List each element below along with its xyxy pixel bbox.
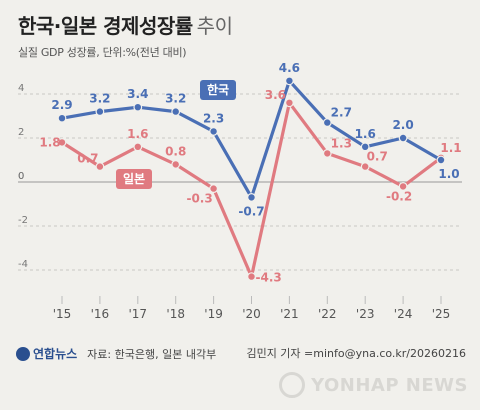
korea-data-label: 3.2 — [89, 92, 110, 106]
x-tick-label: '20 — [242, 307, 261, 321]
japan-data-label: 0.7 — [77, 152, 98, 166]
korea-point — [322, 118, 332, 127]
korea-point — [95, 107, 105, 116]
korea-point — [285, 76, 294, 86]
korea-point — [209, 126, 219, 136]
watermark-icon — [279, 372, 306, 398]
logo-text: 연합뉴스 — [33, 347, 78, 361]
korea-point — [360, 142, 370, 152]
x-tick-label: '24 — [394, 307, 413, 321]
x-tick-label: '21 — [280, 307, 299, 321]
korea-legend-badge — [200, 80, 236, 100]
japan-point — [247, 272, 256, 282]
japan-data-label: 1.3 — [331, 136, 352, 150]
y-tick-label: 4 — [18, 83, 24, 94]
source-text: 자료: 한국은행, 일본 내각부 — [87, 347, 217, 361]
korea-data-label: 4.6 — [279, 61, 300, 75]
watermark: YONHAP NEWS — [279, 372, 468, 398]
japan-point — [360, 162, 370, 172]
title-suffix: 추이 — [196, 14, 233, 38]
japan-line — [61, 101, 442, 279]
footer-credit: 김민지 기자 =minfo@yna.co.kr/20260216 — [246, 347, 466, 360]
yonhap-logo: 연합뉴스 — [16, 345, 77, 362]
x-tick-label: '19 — [204, 307, 223, 321]
japan-point — [133, 142, 143, 152]
x-tick-label: '16 — [91, 307, 110, 321]
japan-data-label: 0.8 — [165, 144, 186, 158]
japan-data-label: 0.7 — [367, 150, 388, 164]
korea-legend-label: 한국 — [207, 82, 229, 97]
japan-data-label: -0.2 — [386, 189, 412, 203]
japan-point — [398, 181, 408, 191]
chart-subtitle: 실질 GDP 성장률, 단위:%(전년 대비) — [18, 46, 187, 59]
japan-data-label: 1.6 — [127, 127, 148, 141]
japan-data-label: -0.3 — [186, 192, 212, 206]
yonhap-logo-icon — [16, 346, 30, 361]
japan-data-label: 1.1 — [440, 141, 461, 155]
japan-point — [57, 137, 67, 147]
korea-data-label: 1.6 — [355, 127, 376, 141]
japan-point — [285, 98, 294, 108]
japan-data-label: 1.8 — [39, 135, 60, 149]
korea-data-label: 3.2 — [165, 92, 186, 106]
korea-point — [247, 192, 256, 202]
chart-title: 한국·일본 경제성장률 추이 — [18, 10, 233, 39]
y-tick-label: 0 — [18, 171, 24, 182]
korea-point — [57, 113, 67, 123]
korea-data-label: -0.7 — [238, 204, 264, 218]
y-tick-label: -4 — [18, 259, 28, 270]
y-tick-label: 2 — [18, 127, 24, 138]
footer-source: 연합뉴스 자료: 한국은행, 일본 내각부 — [16, 345, 216, 362]
korea-point — [171, 107, 181, 116]
japan-legend-badge — [116, 169, 152, 189]
korea-data-label: 2.3 — [203, 111, 224, 125]
x-tick-label: '17 — [129, 307, 148, 321]
japan-point — [209, 184, 219, 194]
x-tick-label: '23 — [356, 307, 375, 321]
japan-point — [171, 159, 181, 169]
korea-data-label: 2.9 — [51, 98, 72, 112]
korea-data-label: 2.0 — [392, 118, 413, 132]
japan-legend-label: 일본 — [123, 172, 145, 186]
line-chart: 420-2-40'15'16'17'18'19'20'21'22'23'24'2… — [18, 61, 462, 321]
japan-data-label: 3.6 — [265, 88, 286, 102]
korea-point — [398, 133, 408, 143]
japan-point — [322, 148, 332, 158]
japan-data-label: -4.3 — [256, 271, 282, 285]
watermark-text: YONHAP NEWS — [311, 374, 468, 396]
x-tick-label: '22 — [318, 307, 337, 321]
korea-data-label: 1.0 — [438, 167, 459, 181]
korea-data-label: 2.7 — [331, 106, 352, 120]
japan-point — [95, 162, 105, 172]
x-tick-label: '15 — [53, 307, 72, 321]
x-tick-label: '18 — [166, 307, 185, 321]
title-main: 한국·일본 경제성장률 — [18, 14, 193, 38]
korea-point — [133, 102, 143, 112]
korea-point — [436, 155, 446, 165]
y-tick-label: -2 — [18, 215, 28, 226]
korea-data-label: 3.4 — [127, 87, 148, 101]
y-tick-label: 0 — [18, 171, 24, 182]
x-tick-label: '25 — [432, 307, 451, 321]
